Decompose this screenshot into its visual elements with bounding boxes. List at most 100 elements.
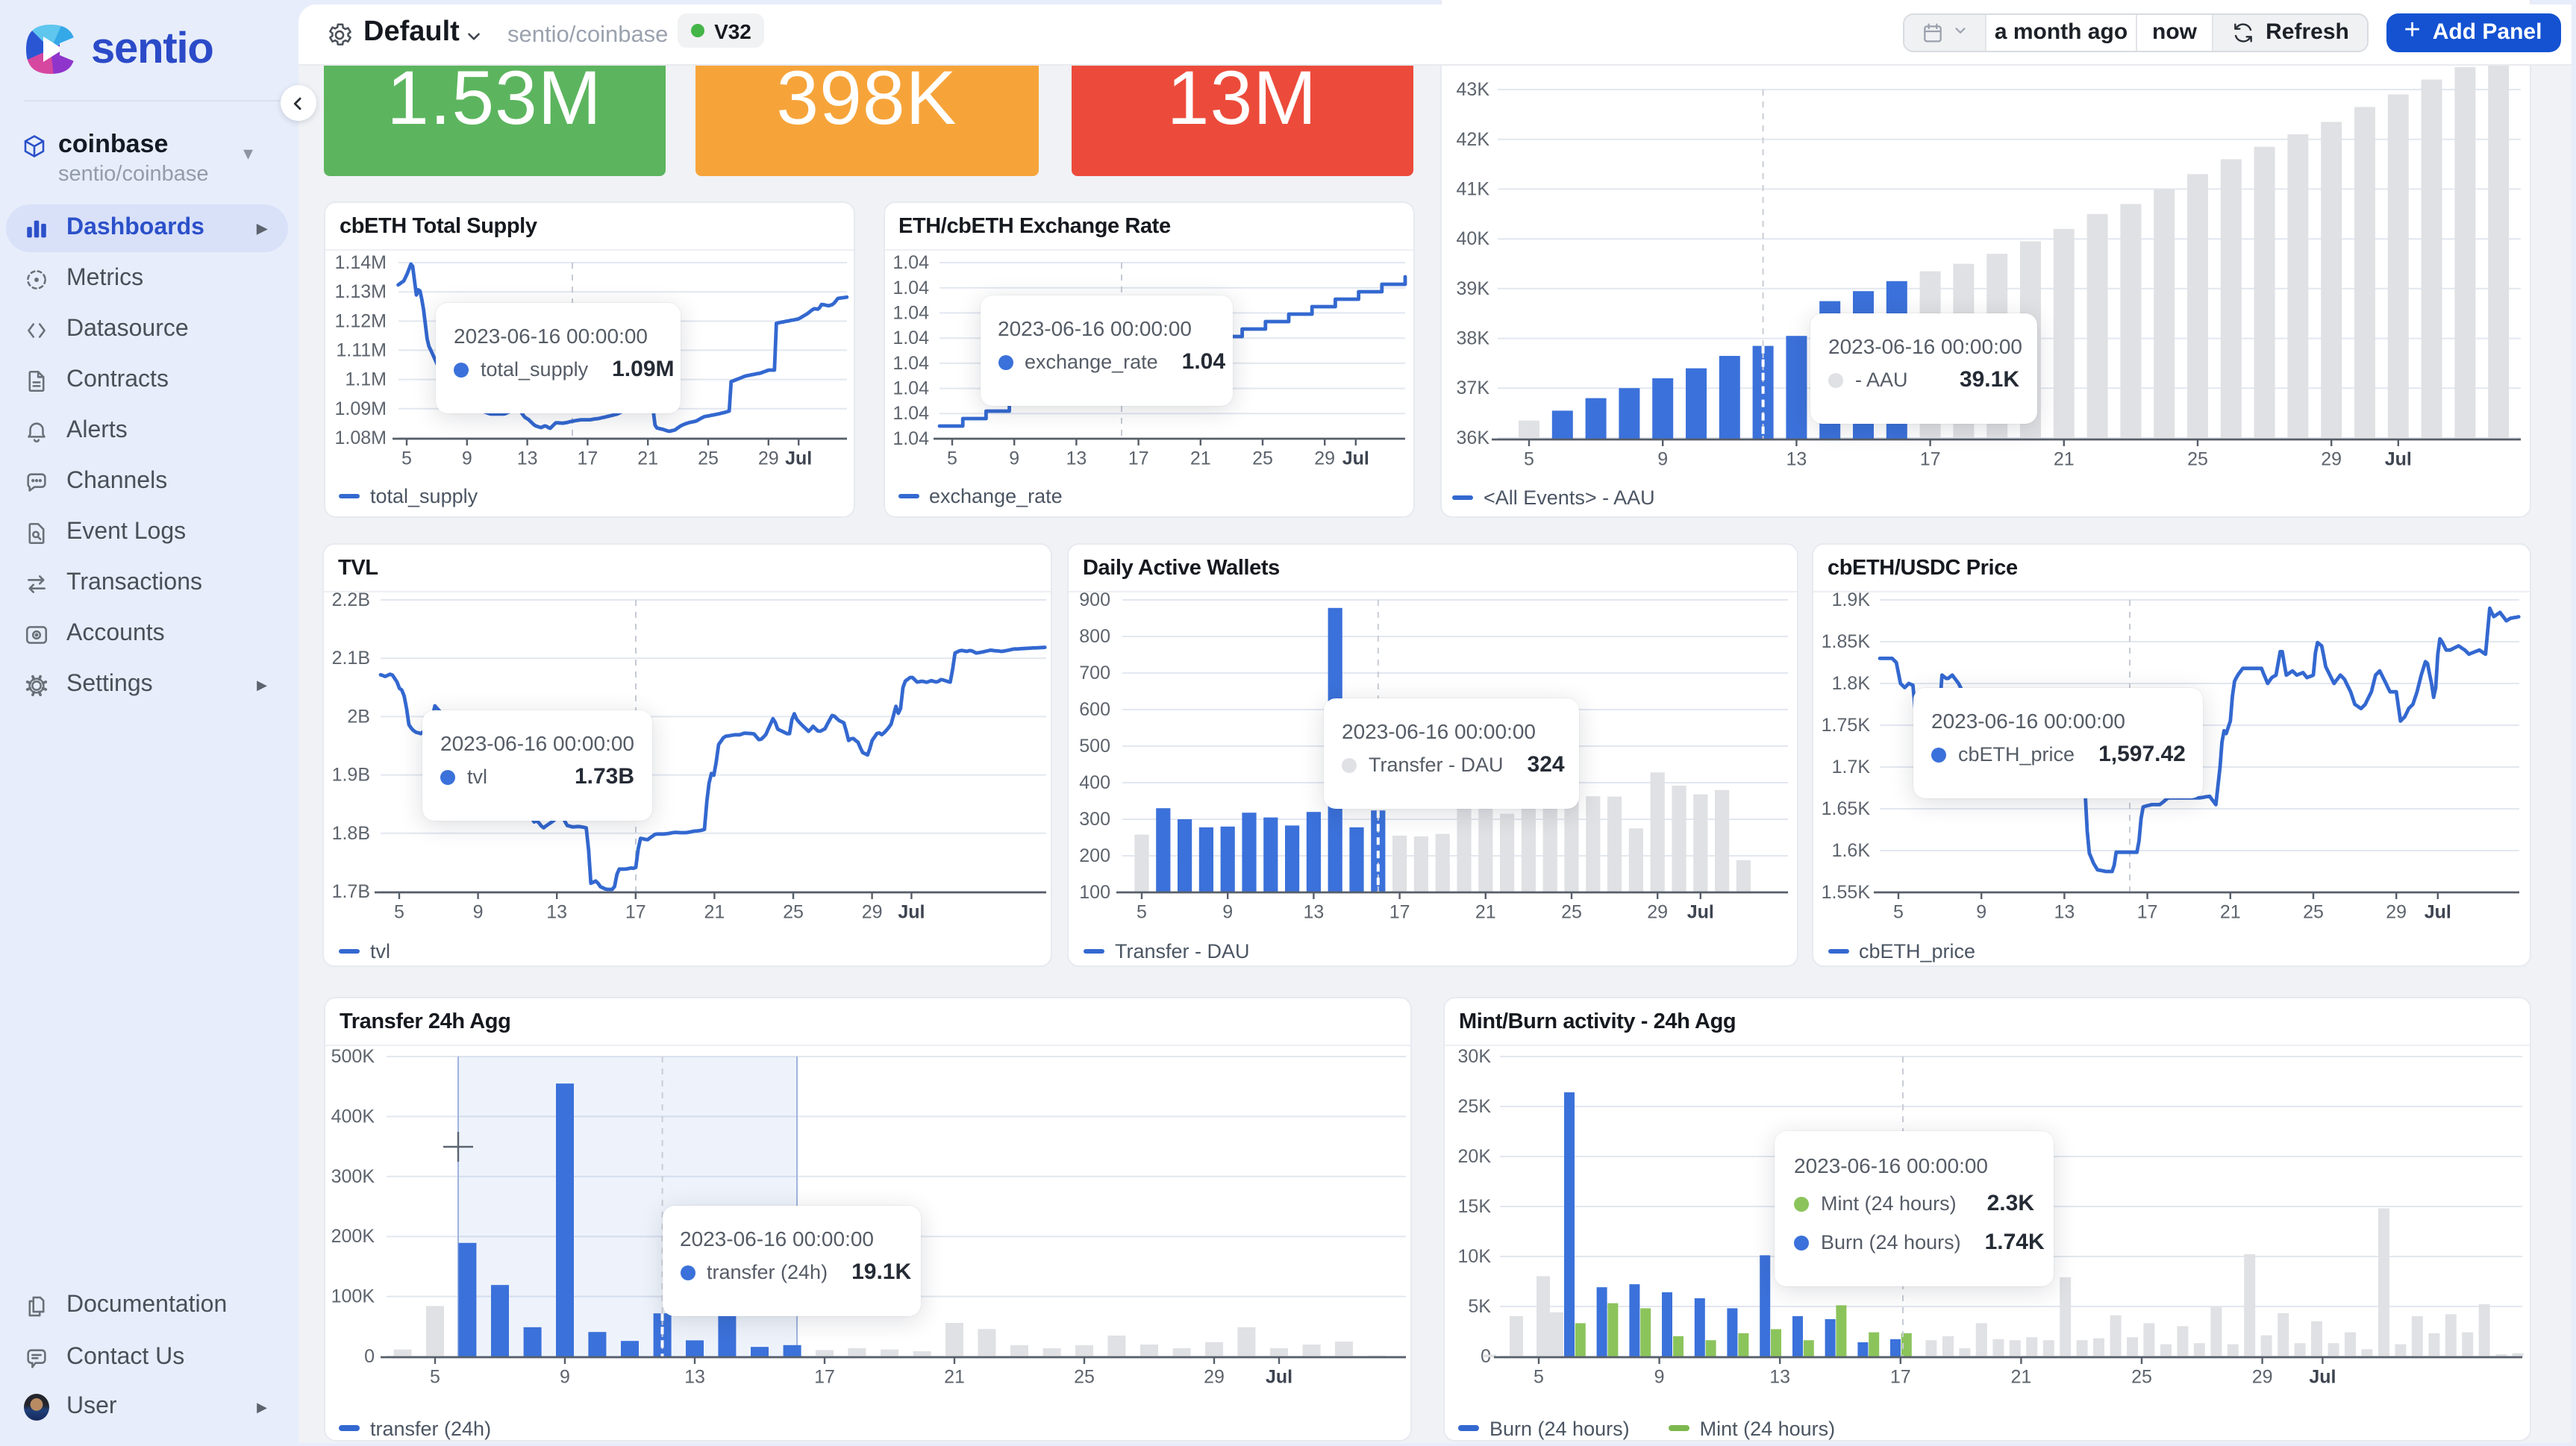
svg-text:36K: 36K bbox=[1456, 428, 1489, 448]
svg-text:9: 9 bbox=[473, 901, 484, 921]
svg-text:500K: 500K bbox=[331, 1045, 375, 1066]
svg-text:9: 9 bbox=[462, 447, 472, 468]
svg-text:5: 5 bbox=[401, 447, 412, 468]
svg-text:25: 25 bbox=[2303, 901, 2324, 921]
svg-text:29: 29 bbox=[2252, 1365, 2273, 1386]
svg-text:1.04: 1.04 bbox=[892, 428, 928, 448]
svg-text:41K: 41K bbox=[1456, 178, 1489, 199]
svg-text:29: 29 bbox=[1647, 901, 1668, 921]
svg-text:13: 13 bbox=[1065, 447, 1086, 468]
svg-text:21: 21 bbox=[637, 447, 658, 468]
svg-text:17: 17 bbox=[1890, 1365, 1911, 1386]
svg-text:600: 600 bbox=[1079, 698, 1110, 719]
svg-text:25: 25 bbox=[783, 901, 804, 921]
svg-text:29: 29 bbox=[1313, 447, 1334, 468]
svg-text:Jul: Jul bbox=[785, 447, 812, 468]
svg-text:1.04: 1.04 bbox=[892, 301, 928, 322]
svg-text:29: 29 bbox=[2320, 448, 2341, 469]
svg-text:5: 5 bbox=[430, 1365, 440, 1386]
svg-text:13: 13 bbox=[517, 447, 538, 468]
svg-text:17: 17 bbox=[625, 901, 646, 921]
svg-text:1.75K: 1.75K bbox=[1822, 714, 1871, 735]
svg-text:20K: 20K bbox=[1458, 1145, 1492, 1166]
svg-text:17: 17 bbox=[1919, 448, 1940, 469]
svg-text:1.9K: 1.9K bbox=[1832, 589, 1871, 610]
svg-text:42K: 42K bbox=[1456, 129, 1489, 150]
svg-text:13: 13 bbox=[684, 1365, 705, 1386]
svg-text:Jul: Jul bbox=[1266, 1365, 1292, 1386]
svg-text:29: 29 bbox=[2386, 901, 2407, 921]
svg-text:900: 900 bbox=[1079, 589, 1110, 610]
svg-text:700: 700 bbox=[1079, 662, 1110, 683]
svg-text:21: 21 bbox=[2010, 1365, 2031, 1386]
svg-text:0: 0 bbox=[364, 1345, 375, 1366]
svg-text:1.04: 1.04 bbox=[892, 378, 928, 398]
svg-text:17: 17 bbox=[814, 1365, 835, 1386]
svg-text:30K: 30K bbox=[1458, 1045, 1492, 1066]
svg-text:1.8B: 1.8B bbox=[332, 822, 370, 843]
svg-text:300: 300 bbox=[1079, 808, 1110, 829]
svg-text:100: 100 bbox=[1079, 881, 1110, 902]
svg-text:9: 9 bbox=[1976, 901, 1986, 921]
svg-text:37K: 37K bbox=[1456, 378, 1489, 398]
svg-text:21: 21 bbox=[1475, 901, 1496, 921]
svg-text:21: 21 bbox=[944, 1365, 965, 1386]
svg-text:9: 9 bbox=[1008, 447, 1019, 468]
svg-text:21: 21 bbox=[2220, 901, 2241, 921]
svg-text:25: 25 bbox=[1074, 1365, 1095, 1386]
svg-text:17: 17 bbox=[1128, 447, 1148, 468]
svg-text:Jul: Jul bbox=[2309, 1365, 2336, 1386]
svg-text:1.9B: 1.9B bbox=[332, 764, 370, 785]
svg-text:13: 13 bbox=[1785, 448, 1806, 469]
svg-text:Jul: Jul bbox=[1687, 901, 1714, 921]
svg-text:1.7K: 1.7K bbox=[1832, 756, 1871, 777]
svg-text:1.04: 1.04 bbox=[892, 327, 928, 348]
svg-text:25: 25 bbox=[1561, 901, 1582, 921]
svg-text:5: 5 bbox=[1534, 1365, 1544, 1386]
svg-text:9: 9 bbox=[1657, 448, 1667, 469]
svg-text:2B: 2B bbox=[347, 705, 370, 726]
svg-text:1.04: 1.04 bbox=[892, 352, 928, 373]
svg-text:40K: 40K bbox=[1456, 228, 1489, 249]
svg-text:25: 25 bbox=[2186, 448, 2207, 469]
svg-text:1.85K: 1.85K bbox=[1822, 630, 1871, 651]
svg-text:5: 5 bbox=[946, 447, 957, 468]
svg-text:13: 13 bbox=[2054, 901, 2075, 921]
svg-text:29: 29 bbox=[862, 901, 883, 921]
svg-text:1.04: 1.04 bbox=[892, 402, 928, 423]
svg-text:25: 25 bbox=[2131, 1365, 2152, 1386]
svg-text:10K: 10K bbox=[1458, 1245, 1492, 1266]
svg-text:1.14M: 1.14M bbox=[335, 251, 387, 272]
svg-text:38K: 38K bbox=[1456, 328, 1489, 349]
svg-text:100K: 100K bbox=[331, 1286, 375, 1306]
svg-text:200K: 200K bbox=[331, 1225, 375, 1246]
svg-text:200: 200 bbox=[1079, 845, 1110, 866]
svg-text:Jul: Jul bbox=[2425, 901, 2451, 921]
svg-text:5: 5 bbox=[1523, 448, 1534, 469]
svg-text:43K: 43K bbox=[1456, 79, 1489, 100]
svg-text:25: 25 bbox=[1251, 447, 1272, 468]
svg-text:Jul: Jul bbox=[1342, 447, 1369, 468]
svg-text:21: 21 bbox=[704, 901, 725, 921]
svg-text:1.12M: 1.12M bbox=[335, 310, 387, 331]
svg-text:5: 5 bbox=[1893, 901, 1904, 921]
svg-text:29: 29 bbox=[1204, 1365, 1225, 1386]
svg-text:17: 17 bbox=[1389, 901, 1410, 921]
svg-text:13: 13 bbox=[1303, 901, 1324, 921]
svg-text:800: 800 bbox=[1079, 625, 1110, 646]
svg-text:17: 17 bbox=[577, 447, 598, 468]
svg-text:25K: 25K bbox=[1458, 1095, 1492, 1116]
svg-text:500: 500 bbox=[1079, 735, 1110, 756]
svg-text:Jul: Jul bbox=[898, 901, 925, 921]
svg-text:15K: 15K bbox=[1458, 1195, 1492, 1216]
svg-text:39K: 39K bbox=[1456, 278, 1489, 299]
svg-text:1.11M: 1.11M bbox=[336, 339, 387, 360]
svg-text:Jul: Jul bbox=[2384, 448, 2411, 469]
svg-text:1.09M: 1.09M bbox=[335, 398, 387, 419]
svg-text:1.55K: 1.55K bbox=[1822, 881, 1871, 902]
svg-text:1.65K: 1.65K bbox=[1822, 798, 1871, 819]
svg-text:13: 13 bbox=[546, 901, 567, 921]
svg-text:5: 5 bbox=[394, 901, 404, 921]
svg-text:1.1M: 1.1M bbox=[345, 369, 387, 389]
svg-text:21: 21 bbox=[2053, 448, 2074, 469]
